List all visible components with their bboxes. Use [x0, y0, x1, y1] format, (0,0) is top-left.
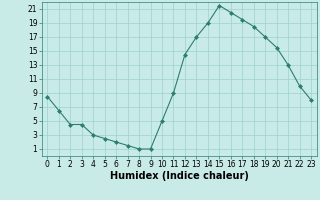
X-axis label: Humidex (Indice chaleur): Humidex (Indice chaleur)	[110, 171, 249, 181]
